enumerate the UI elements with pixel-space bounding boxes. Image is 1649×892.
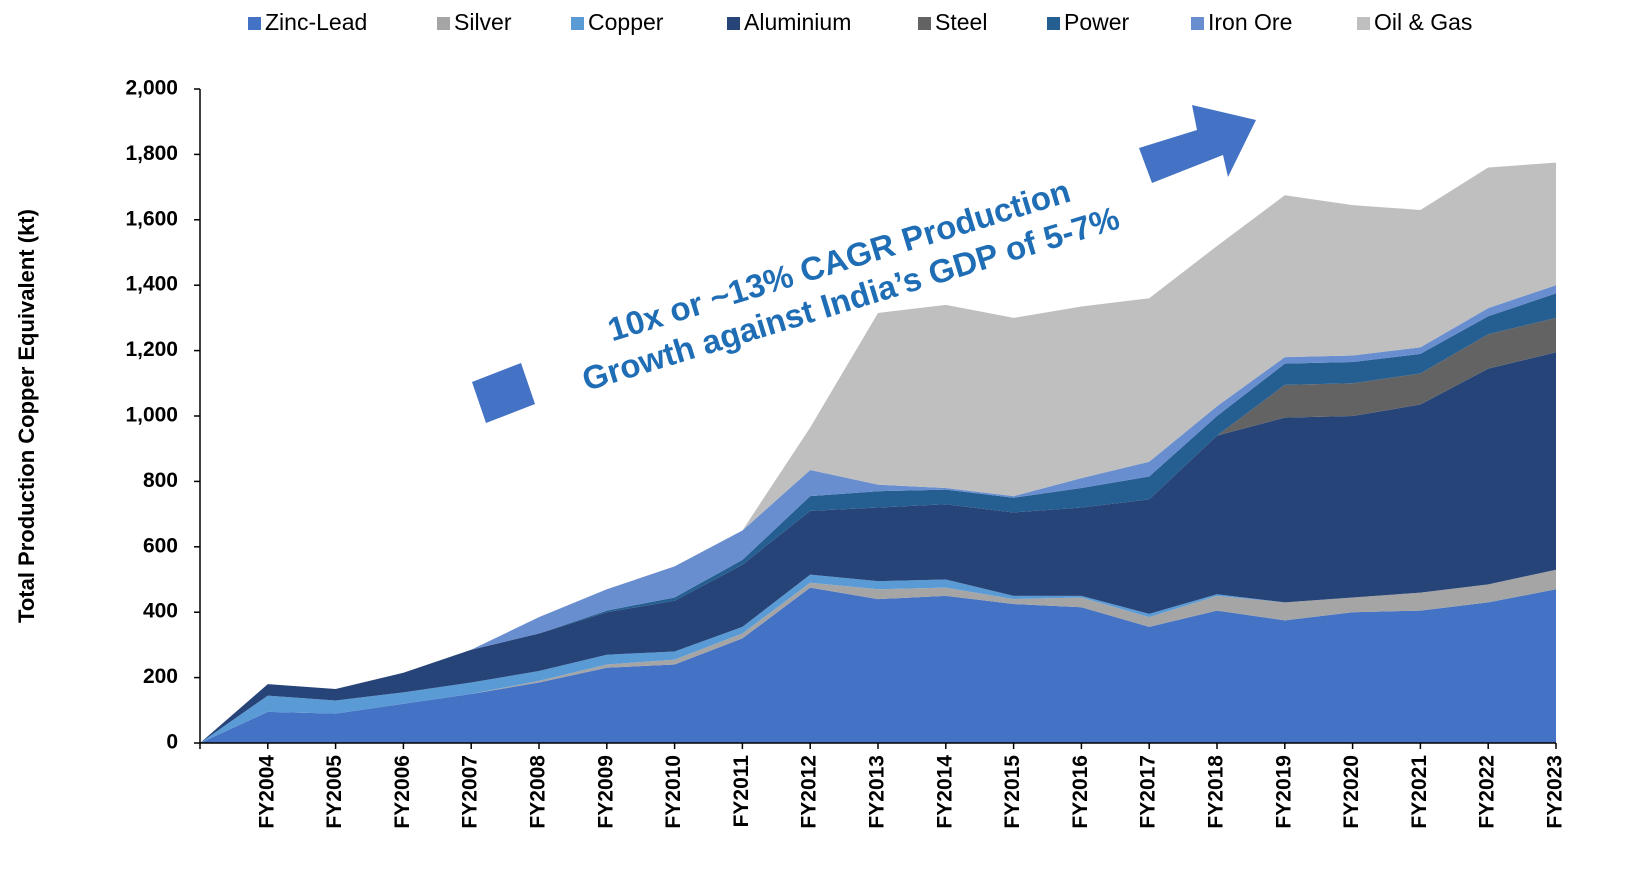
legend-label: Iron Ore [1208, 9, 1292, 35]
x-tick-label: FY2019 [1272, 755, 1295, 829]
y-tick-label: 400 [143, 600, 178, 623]
area [200, 285, 1556, 743]
x-tick-label: FY2020 [1340, 755, 1363, 829]
x-tick-label: FY2005 [323, 755, 346, 829]
x-tick-label: FY2010 [662, 755, 685, 829]
arrow-tail [472, 363, 535, 423]
legend-label: Aluminium [744, 9, 851, 35]
x-tick-label: FY2013 [866, 755, 889, 829]
y-tick-label: 1,600 [125, 207, 178, 230]
legend-label: Oil & Gas [1374, 9, 1472, 35]
legend-swatch [918, 17, 931, 30]
arrow-head [1139, 105, 1256, 183]
legend-label: Zinc-Lead [265, 9, 367, 35]
x-tick-label: FY2015 [1001, 755, 1024, 829]
x-tick-label: FY2023 [1544, 755, 1567, 829]
x-tick-label: FY2011 [730, 755, 753, 828]
y-tick-label: 0 [166, 731, 178, 754]
x-tick-label: FY2009 [594, 755, 617, 829]
area [200, 587, 1556, 743]
legend-swatch [727, 17, 740, 30]
x-tick-label: FY2014 [933, 755, 956, 829]
x-tick-label: FY2017 [1137, 755, 1160, 829]
x-tick-label: FY2004 [255, 755, 278, 829]
y-tick-label: 1,200 [125, 338, 178, 361]
legend-label: Steel [935, 9, 987, 35]
x-tick-label: FY2008 [527, 755, 550, 829]
legend-swatch [1047, 17, 1060, 30]
x-tick-label: FY2006 [391, 755, 414, 829]
y-tick-label: 1,800 [125, 142, 178, 165]
y-tick-label: 1,400 [125, 273, 178, 296]
y-tick-label: 2,000 [125, 77, 178, 100]
area [200, 352, 1556, 743]
x-tick-label: FY2021 [1408, 755, 1431, 829]
legend-swatch [1191, 17, 1204, 30]
y-axis-label: Total Production Copper Equivalent (kt) [14, 209, 39, 623]
legend-label: Copper [588, 9, 664, 35]
legend-swatch [1357, 17, 1370, 30]
legend-swatch [437, 17, 450, 30]
y-tick-label: 600 [143, 534, 178, 557]
legend-label: Power [1064, 9, 1130, 35]
legend-swatch [571, 17, 584, 30]
x-tick-label: FY2022 [1476, 755, 1499, 829]
legend-swatch [248, 17, 261, 30]
x-tick-label: FY2016 [1069, 755, 1092, 829]
x-tick-label: FY2018 [1205, 755, 1228, 829]
plot [200, 162, 1556, 743]
area [200, 162, 1556, 743]
y-tick-label: 200 [143, 665, 178, 688]
y-tick-label: 1,000 [125, 404, 178, 427]
x-tick-label: FY2007 [459, 755, 482, 829]
y-tick-label: 800 [143, 469, 178, 492]
legend-label: Silver [454, 9, 512, 35]
x-tick-label: FY2012 [798, 755, 821, 829]
